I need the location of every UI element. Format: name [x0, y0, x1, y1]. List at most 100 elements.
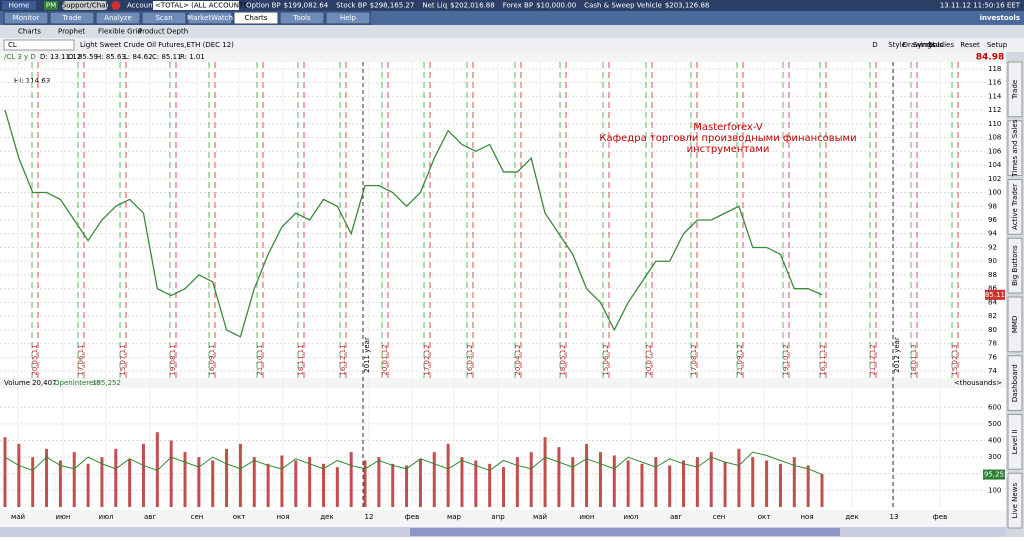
volume-unit: <thousands>: [954, 379, 1002, 387]
tab[interactable]: [279, 11, 325, 25]
sidebar-tab[interactable]: [1007, 179, 1023, 235]
event-label: 21.09.12: [736, 344, 744, 375]
sidebar-tab[interactable]: [1007, 61, 1023, 118]
symbol-box[interactable]: [3, 39, 75, 51]
subtab[interactable]: Flexible Grid: [98, 28, 142, 36]
x-tick-label: май: [11, 513, 25, 521]
sidebar-tab[interactable]: [1007, 237, 1023, 294]
volume-bar: [723, 462, 727, 507]
x-tick-label: 12: [365, 513, 374, 521]
x-axis-band: [0, 510, 1006, 527]
toolbar-button[interactable]: Style: [888, 41, 906, 49]
sidebar-label[interactable]: MMD: [1011, 316, 1019, 333]
support-button[interactable]: [62, 1, 108, 10]
x-tick-label: фев: [933, 513, 947, 521]
event-label: 20.05.11: [31, 344, 39, 375]
tab-label[interactable]: MarketWatch: [187, 14, 233, 22]
account-value[interactable]: <TOTAL> (ALL ACCOUNTS): [155, 2, 251, 10]
sidebar-label[interactable]: Level II: [1011, 429, 1019, 454]
x-tick-label: ноя: [800, 513, 813, 521]
subtab-bar: [0, 25, 1024, 38]
record-icon[interactable]: [111, 1, 121, 10]
sidebar-label[interactable]: Times and Sales: [1011, 119, 1019, 177]
volume-bar: [377, 457, 381, 507]
tab-label[interactable]: Trade: [61, 14, 81, 22]
sidebar-tab[interactable]: [1007, 414, 1023, 470]
toolbar-button[interactable]: Drawings: [903, 41, 936, 49]
symbols-button[interactable]: Symbols: [913, 41, 943, 49]
tab-label[interactable]: Help: [340, 14, 357, 22]
y-tick-label: 74: [988, 367, 997, 375]
stat-value: $203,126.88: [665, 2, 710, 10]
event-label: 15.02.13: [951, 344, 959, 375]
sidebar-label[interactable]: Live News: [1011, 483, 1019, 519]
tab-label[interactable]: Tools: [292, 14, 311, 22]
volume-bar: [335, 467, 339, 507]
tab[interactable]: [233, 11, 279, 25]
home-button[interactable]: [2, 1, 36, 10]
symbol[interactable]: CL: [8, 41, 17, 49]
tab[interactable]: [95, 11, 141, 25]
reset-button[interactable]: Reset: [960, 41, 980, 49]
tab-label[interactable]: Analyze: [104, 14, 132, 22]
subtab[interactable]: Prophet: [58, 28, 85, 36]
volume-bar: [72, 452, 76, 507]
sidebar-label[interactable]: Big Buttons: [1011, 245, 1019, 286]
pm-button[interactable]: [44, 1, 58, 10]
pm[interactable]: PM: [46, 2, 56, 10]
x-tick-label: сен: [191, 513, 204, 521]
volume-bar: [737, 448, 741, 507]
subtab[interactable]: Product Depth: [138, 28, 188, 36]
volume-bar: [114, 448, 118, 507]
sidebar-label[interactable]: Trade: [1011, 80, 1019, 100]
event-label: 17.06.11: [77, 344, 85, 375]
y-tick-label: 92: [988, 243, 997, 251]
sidebar-label[interactable]: Dashboard: [1011, 364, 1019, 402]
tab-label[interactable]: Monitor: [13, 14, 40, 22]
volume-bar: [225, 448, 229, 507]
volume-bar: [183, 452, 187, 507]
y-tick-label: 86: [988, 285, 997, 293]
event-label: 15.06.12: [602, 344, 610, 375]
volume-bar: [571, 457, 575, 507]
sidebar-tab[interactable]: [1007, 355, 1023, 411]
symbol-label: /CL 3 y D: [4, 53, 36, 61]
ohlc: L: 84.62: [124, 53, 153, 61]
ohlc: O: 85.59: [68, 53, 98, 61]
volume-bar: [820, 473, 824, 507]
y-tick-label: 78: [988, 340, 997, 348]
toolbar-button[interactable]: D: [872, 41, 877, 49]
chart-header: [0, 52, 1006, 62]
tab[interactable]: [187, 11, 233, 25]
year-label: 2012 year: [893, 337, 901, 373]
setup-button[interactable]: Setup: [987, 41, 1008, 49]
volume-bar: [211, 460, 215, 507]
tab[interactable]: [325, 11, 371, 25]
subtab[interactable]: Charts: [18, 28, 41, 36]
sidebar-tab[interactable]: [1007, 472, 1023, 529]
event-label: 18.01.13: [910, 344, 918, 375]
support[interactable]: Support/Chat: [62, 2, 109, 10]
scroll-thumb[interactable]: [410, 528, 840, 536]
volume-bar: [640, 463, 644, 507]
tab[interactable]: [3, 11, 49, 25]
x-tick-label: окт: [758, 513, 771, 521]
sidebar-label[interactable]: Active Trader: [1011, 184, 1019, 230]
volume-bar: [45, 448, 49, 507]
home[interactable]: Home: [9, 2, 30, 10]
sidebar-tab[interactable]: [1007, 120, 1023, 176]
tab[interactable]: [49, 11, 95, 25]
y-tick-label: 102: [988, 175, 1001, 183]
tab[interactable]: [141, 11, 187, 25]
volume-bar: [405, 465, 409, 507]
toolbar-button[interactable]: Studies: [928, 41, 954, 49]
year-label: 2011 year: [363, 337, 371, 373]
x-tick-label: апр: [491, 513, 505, 521]
volume-bar: [128, 458, 132, 507]
tab-label[interactable]: Charts: [245, 14, 268, 22]
tab-label[interactable]: Scan: [155, 14, 172, 22]
account-select[interactable]: [153, 1, 239, 10]
volume-bar: [488, 463, 492, 507]
y-tick-label: 100: [988, 189, 1001, 197]
sidebar-tab[interactable]: [1007, 296, 1023, 353]
